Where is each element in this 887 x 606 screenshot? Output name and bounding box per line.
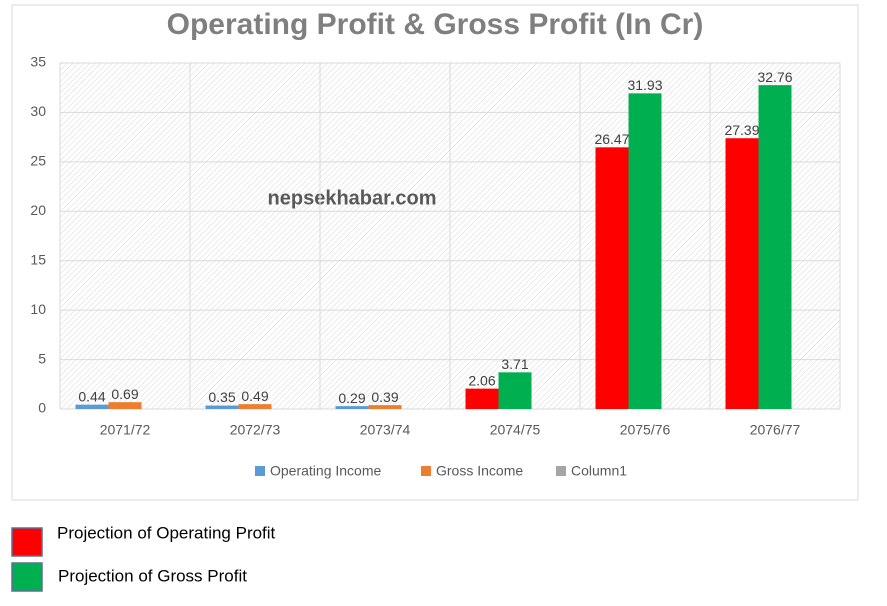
data-label: 26.47 <box>594 131 629 147</box>
y-tick-label: 10 <box>30 301 46 317</box>
bar <box>108 402 142 409</box>
legend-swatch <box>556 466 566 476</box>
bar <box>595 147 629 410</box>
bar <box>205 405 239 409</box>
legend-swatch <box>255 466 265 476</box>
y-tick-label: 5 <box>38 350 46 366</box>
legend-swatch <box>421 466 431 476</box>
legend-label: Operating Income <box>270 463 381 479</box>
data-label: 31.93 <box>627 77 662 93</box>
data-label: 32.76 <box>757 69 792 85</box>
data-label: 0.39 <box>371 389 398 405</box>
data-label: 0.29 <box>338 390 365 406</box>
bar <box>238 404 272 409</box>
bar <box>725 138 759 409</box>
y-tick-label: 0 <box>38 400 46 416</box>
x-tick-label: 2071/72 <box>100 422 151 438</box>
data-label: 0.49 <box>241 388 268 404</box>
x-tick-label: 2074/75 <box>490 422 541 438</box>
y-tick-label: 30 <box>30 103 46 119</box>
data-label: 0.35 <box>208 389 235 405</box>
bar <box>368 405 402 409</box>
y-tick-label: 35 <box>30 54 46 70</box>
bar <box>75 404 109 409</box>
y-tick-label: 25 <box>30 153 46 169</box>
x-tick-label: 2072/73 <box>230 422 281 438</box>
bar <box>498 372 532 409</box>
projection-label: Projection of Gross Profit <box>58 566 247 585</box>
projection-label: Projection of Operating Profit <box>57 523 276 542</box>
data-label: 0.44 <box>78 388 105 404</box>
data-label: 27.39 <box>724 122 759 138</box>
bar <box>335 406 369 409</box>
watermark: nepsekhabar.com <box>268 187 437 209</box>
chart-title: Operating Profit & Gross Profit (In Cr) <box>167 8 704 41</box>
data-label: 3.71 <box>501 356 528 372</box>
x-tick-label: 2075/76 <box>620 422 671 438</box>
projection-swatch <box>11 562 43 592</box>
data-label: 2.06 <box>468 372 495 388</box>
data-label: 0.69 <box>111 386 138 402</box>
y-tick-label: 20 <box>30 202 46 218</box>
bar <box>628 93 662 409</box>
x-tick-label: 2076/77 <box>750 422 801 438</box>
legend-label: Column1 <box>571 463 627 479</box>
bar <box>465 388 499 409</box>
x-tick-label: 2073/74 <box>360 422 411 438</box>
y-tick-label: 15 <box>30 251 46 267</box>
legend-label: Gross Income <box>436 463 523 479</box>
bar <box>758 85 792 410</box>
projection-swatch <box>11 527 43 557</box>
